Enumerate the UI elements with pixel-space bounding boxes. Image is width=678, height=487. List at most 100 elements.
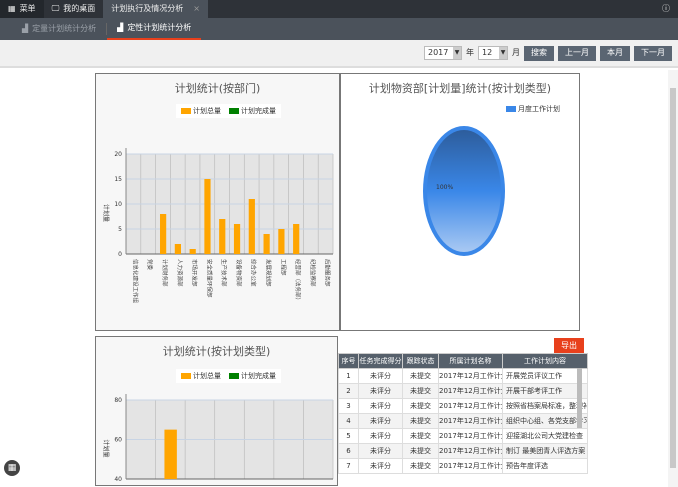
info-icon[interactable]: ⓘ	[662, 4, 670, 13]
legend-planned[interactable]: 计划总量	[181, 107, 221, 115]
column-header[interactable]: 任务完成得分	[358, 353, 403, 369]
current-month-button[interactable]: 本月	[600, 45, 630, 61]
y-tick-label: 15	[114, 176, 122, 183]
table-cell: 1	[338, 368, 359, 384]
table-cell: 未提交	[402, 413, 439, 429]
bar[interactable]	[189, 249, 196, 254]
table-cell: 2017年12月工作计划	[438, 443, 503, 459]
month-select[interactable]: 12 ▼	[478, 46, 508, 60]
y-tick-label: 0	[118, 251, 122, 258]
export-button[interactable]: 导出	[554, 338, 584, 353]
close-icon[interactable]: ×	[193, 4, 200, 13]
x-tick-label: 工程部	[279, 259, 287, 276]
grid-menu-icon[interactable]: ▦	[4, 460, 20, 476]
y-tick-label: 80	[114, 397, 122, 404]
table-cell: 2017年12月工作计划	[438, 458, 503, 474]
y-tick-label: 40	[114, 476, 122, 483]
table-cell: 5	[338, 428, 359, 444]
type-bar-chart: 40 60 80 计划量	[102, 394, 334, 483]
x-tick-label: 经营部（法务部）	[294, 259, 302, 303]
table-cell: 未提交	[402, 458, 439, 474]
y-axis-label: 计划量	[102, 204, 110, 222]
table-cell: 制订 最美团青人评选方案	[502, 443, 588, 459]
table-row[interactable]: 1 未评分 未提交 2017年12月工作计划 开展党员评议工作	[338, 368, 588, 384]
chevron-down-icon: ▼	[453, 47, 461, 59]
column-header[interactable]: 跟踪状态	[402, 353, 439, 369]
table-cell: 迎接湖北公司大党建检查	[502, 428, 588, 444]
table-scrollbar[interactable]	[577, 368, 582, 428]
table-cell: 4	[338, 413, 359, 429]
y-tick-label: 60	[114, 437, 122, 444]
table-cell: 未提交	[402, 368, 439, 384]
x-tick-label: 综合办公室	[250, 259, 258, 287]
chart-icon: ▟	[22, 24, 29, 33]
table-cell: 未评分	[358, 458, 403, 474]
table-row[interactable]: 6 未评分 未提交 2017年12月工作计划 制订 最美团青人评选方案	[338, 443, 588, 459]
column-header[interactable]: 所属计划名称	[438, 353, 503, 369]
y-tick-label: 20	[114, 151, 122, 158]
bar[interactable]	[174, 244, 182, 254]
table-cell: 按照省档案局标准，整理补齐中层	[502, 398, 588, 414]
table-cell: 7	[338, 458, 359, 474]
prev-month-button[interactable]: 上一月	[558, 45, 596, 61]
plan-table-panel: 导出 序号 任务完成得分 跟踪状态 所属计划名称 工作计划内容 1 未评分 未提交 2017年…	[338, 336, 588, 486]
chart-icon: ▟	[117, 23, 124, 32]
menu-button[interactable]: ▦ 菜单	[0, 0, 44, 18]
legend-planned[interactable]: 计划总量	[181, 372, 221, 380]
content-area: 计划统计(按部门) 计划总量 计划完成量 0 5 10 15 20 计划量 信息化建设工作组…	[0, 70, 668, 487]
dept-chart-panel: 计划统计(按部门) 计划总量 计划完成量 0 5 10 15 20 计划量 信息化建设工作组…	[95, 73, 340, 331]
chart-title: 计划统计(按计划类型)	[162, 345, 271, 358]
table-cell: 未评分	[358, 368, 403, 384]
legend: 月度工作计划	[501, 102, 565, 116]
bar[interactable]	[263, 234, 270, 254]
bar[interactable]	[164, 429, 177, 479]
y-tick-label: 10	[114, 201, 122, 208]
bar[interactable]	[248, 199, 255, 254]
x-tick-label: 人力资源部	[176, 259, 184, 287]
next-month-button[interactable]: 下一月	[634, 45, 672, 61]
tab-qualitative[interactable]: ▟ 定性计划统计分析	[107, 18, 202, 40]
y-tick-label: 5	[118, 226, 122, 233]
legend-monthly[interactable]: 月度工作计划	[506, 105, 560, 113]
legend-completed[interactable]: 计划完成量	[229, 107, 276, 115]
type-chart-panel: 计划统计(按计划类型) 计划总量 计划完成量 40 60 80 计划量	[95, 336, 338, 486]
chart-title: 计划物资部[计划量]统计(按计划类型)	[368, 82, 552, 95]
bar[interactable]	[160, 214, 167, 254]
column-header[interactable]: 序号	[338, 353, 359, 369]
pie-slice[interactable]	[423, 126, 505, 256]
table-row[interactable]: 5 未评分 未提交 2017年12月工作计划 迎接湖北公司大党建检查	[338, 428, 588, 444]
column-header[interactable]: 工作计划内容	[502, 353, 588, 369]
bar[interactable]	[204, 179, 211, 254]
x-tick-label: 发展规划部	[264, 259, 272, 287]
page-scrollbar[interactable]	[668, 70, 678, 487]
x-tick-label: 党委	[146, 259, 154, 271]
table-cell: 未评分	[358, 398, 403, 414]
table-cell: 2	[338, 383, 359, 399]
table-row[interactable]: 7 未评分 未提交 2017年12月工作计划 预告年度评选	[338, 458, 588, 474]
tab-quantitative[interactable]: ▟ 定量计划统计分析	[22, 24, 97, 33]
x-tick-label: 后勤服务部	[324, 259, 332, 287]
table-cell: 2017年12月工作计划	[438, 383, 503, 399]
table-row[interactable]: 2 未评分 未提交 2017年12月工作计划 开展干部考评工作	[338, 383, 588, 399]
table-cell: 未评分	[358, 428, 403, 444]
search-button[interactable]: 搜索	[524, 45, 554, 61]
x-tick-label: 计划财务部	[161, 259, 169, 287]
legend-completed[interactable]: 计划完成量	[229, 372, 276, 380]
bar[interactable]	[278, 229, 285, 254]
bar[interactable]	[293, 224, 300, 254]
y-axis-label: 计划量	[102, 440, 110, 458]
toolbar: 2017 ▼ 年 12 ▼ 月 搜索 上一月 本月 下一月	[0, 40, 678, 68]
table-cell: 未提交	[402, 398, 439, 414]
tab-desktop[interactable]: 🖵 我的桌面	[51, 4, 96, 13]
x-tick-label: 安全质量环保部	[205, 259, 213, 298]
bar[interactable]	[219, 219, 226, 254]
bar[interactable]	[233, 224, 241, 254]
table-cell: 2017年12月工作计划	[438, 413, 503, 429]
tab-plan-analysis[interactable]: 计划执行及情况分析 ×	[103, 0, 208, 18]
x-tick-label: 信息化建设工作组	[131, 259, 139, 304]
legend: 计划总量 计划完成量	[176, 369, 281, 383]
top-bar: ▦ 菜单 🖵 我的桌面 计划执行及情况分析 × ⓘ	[0, 0, 678, 18]
year-select[interactable]: 2017 ▼	[424, 46, 462, 60]
